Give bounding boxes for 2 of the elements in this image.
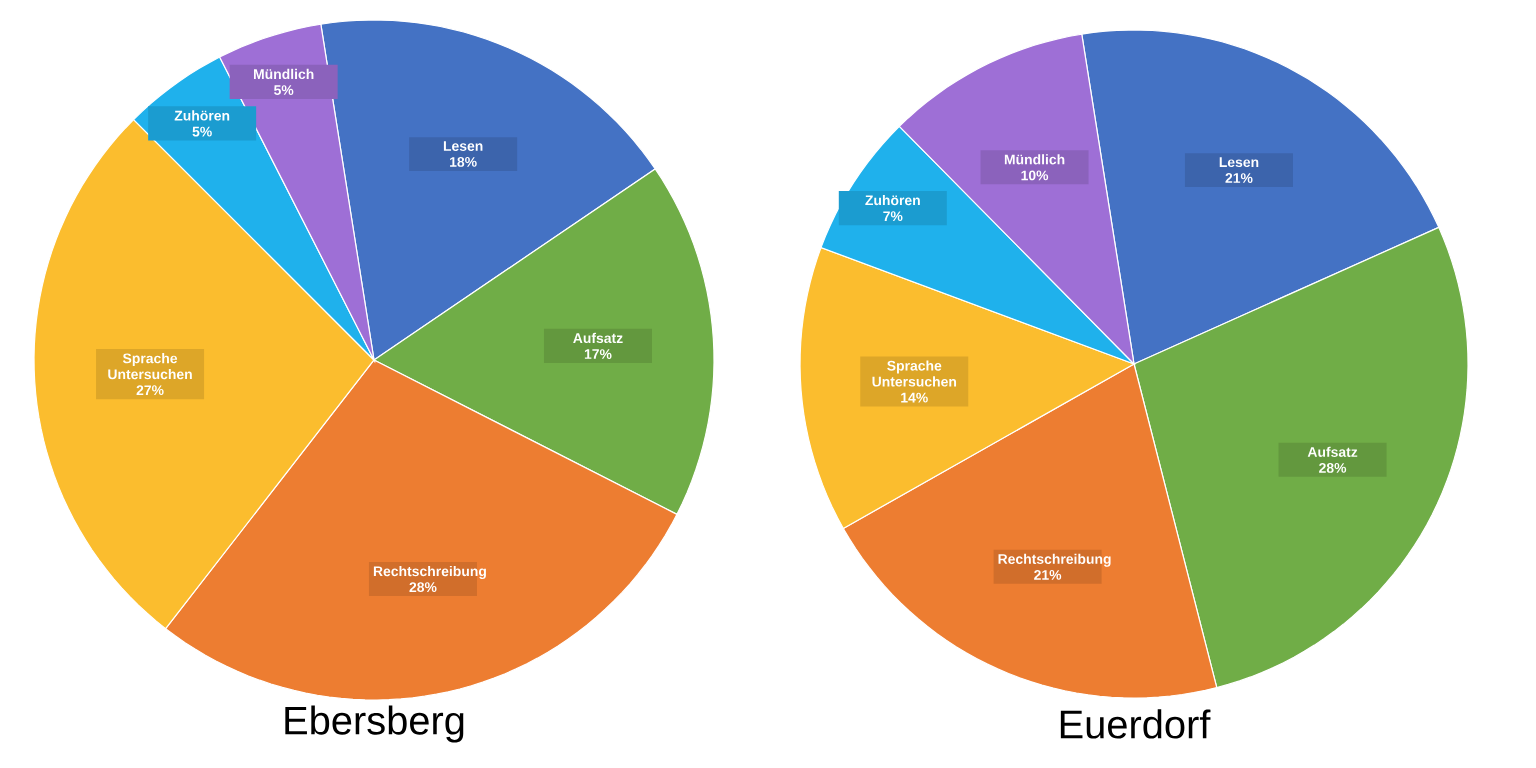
text: Ebersberg (285, 705, 464, 743)
text: Euerdorf (1060, 709, 1211, 739)
